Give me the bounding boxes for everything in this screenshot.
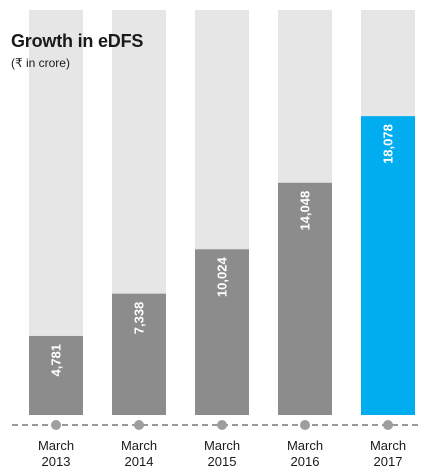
value-label: 10,024: [215, 257, 230, 298]
value-label: 18,078: [381, 124, 396, 164]
x-tick-label: March 2016: [287, 438, 323, 469]
axis-marker: [217, 420, 227, 430]
value-label: 7,338: [132, 302, 147, 335]
axis-marker: [134, 420, 144, 430]
bar: [29, 335, 83, 415]
x-tick-label: March 2014: [121, 438, 157, 469]
x-tick-label: March 2015: [204, 438, 240, 469]
value-label: 14,048: [298, 191, 313, 231]
axis-marker: [383, 420, 393, 430]
x-tick-label: March 2017: [370, 438, 406, 469]
axis-marker: [51, 420, 61, 430]
bar: [361, 116, 415, 415]
bar: [195, 249, 249, 415]
x-tick-label: March 2013: [38, 438, 74, 469]
bar: [112, 293, 166, 415]
axis-marker: [300, 420, 310, 430]
bar: [278, 182, 332, 415]
value-label: 4,781: [49, 344, 64, 377]
